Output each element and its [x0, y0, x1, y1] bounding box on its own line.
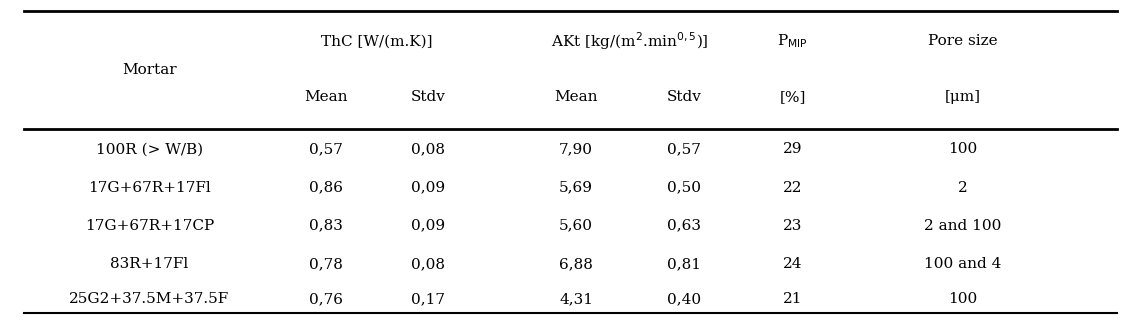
Text: 0,09: 0,09 — [411, 219, 445, 233]
Text: 0,08: 0,08 — [411, 142, 445, 156]
Text: [μm]: [μm] — [945, 90, 981, 104]
Text: 83R+17Fl: 83R+17Fl — [111, 257, 188, 271]
Text: 22: 22 — [783, 180, 802, 195]
Text: 0,50: 0,50 — [667, 180, 702, 195]
Text: AKt [kg/(m$^{2}$.min$^{0,5}$)]: AKt [kg/(m$^{2}$.min$^{0,5}$)] — [551, 30, 709, 52]
Text: 0,63: 0,63 — [667, 219, 702, 233]
Text: 17G+67R+17Fl: 17G+67R+17Fl — [88, 180, 211, 195]
Text: 0,57: 0,57 — [309, 142, 342, 156]
Text: 0,78: 0,78 — [309, 257, 342, 271]
Text: 29: 29 — [783, 142, 802, 156]
Text: 6,88: 6,88 — [559, 257, 593, 271]
Text: 21: 21 — [783, 292, 802, 306]
Text: Stdv: Stdv — [666, 90, 702, 104]
Text: 5,69: 5,69 — [559, 180, 593, 195]
Text: 2 and 100: 2 and 100 — [924, 219, 1002, 233]
Text: Stdv: Stdv — [411, 90, 446, 104]
Text: Mortar: Mortar — [122, 63, 177, 77]
Text: 0,76: 0,76 — [309, 292, 342, 306]
Text: 0,83: 0,83 — [309, 219, 342, 233]
Text: 0,40: 0,40 — [667, 292, 702, 306]
Text: 0,57: 0,57 — [667, 142, 702, 156]
Text: 0,08: 0,08 — [411, 257, 445, 271]
Text: 0,17: 0,17 — [411, 292, 445, 306]
Text: 7,90: 7,90 — [559, 142, 593, 156]
Text: 0,81: 0,81 — [667, 257, 702, 271]
Text: 100R (> W/B): 100R (> W/B) — [96, 142, 203, 156]
Text: ThC [W/(m.K)]: ThC [W/(m.K)] — [322, 34, 432, 48]
Text: 100: 100 — [948, 142, 978, 156]
Text: [%]: [%] — [779, 90, 806, 104]
Text: 4,31: 4,31 — [559, 292, 593, 306]
Text: Mean: Mean — [304, 90, 348, 104]
Text: Mean: Mean — [555, 90, 598, 104]
Text: 0,86: 0,86 — [309, 180, 342, 195]
Text: 100 and 4: 100 and 4 — [924, 257, 1002, 271]
Text: 17G+67R+17CP: 17G+67R+17CP — [84, 219, 215, 233]
Text: 24: 24 — [783, 257, 802, 271]
Text: 100: 100 — [948, 292, 978, 306]
Text: 25G2+37.5M+37.5F: 25G2+37.5M+37.5F — [70, 292, 229, 306]
Text: 5,60: 5,60 — [559, 219, 593, 233]
Text: P$_{\rm MIP}$: P$_{\rm MIP}$ — [777, 32, 808, 50]
Text: Pore size: Pore size — [929, 34, 998, 48]
Text: 0,09: 0,09 — [411, 180, 445, 195]
Text: 2: 2 — [958, 180, 968, 195]
Text: 23: 23 — [783, 219, 802, 233]
